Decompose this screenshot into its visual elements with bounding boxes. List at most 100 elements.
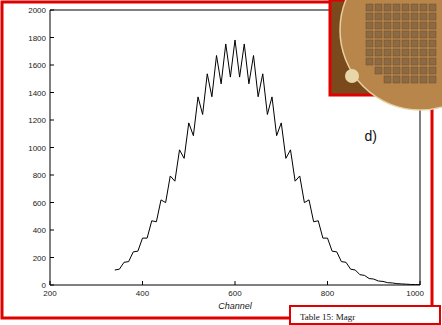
pixel-pad [411, 22, 418, 29]
y-tick-label: 1600 [28, 61, 46, 70]
pixel-pad [411, 4, 418, 11]
y-tick-label: 2000 [28, 6, 46, 15]
y-tick [50, 92, 54, 93]
pixel-pad [384, 22, 391, 29]
pixel-pad [411, 58, 418, 65]
pixel-pad [393, 58, 400, 65]
pixel-pad [375, 13, 382, 20]
pixel-pad [411, 67, 418, 74]
pixel-pad [429, 4, 436, 11]
pixel-pad [402, 49, 409, 56]
x-tick-label: 1000 [406, 289, 424, 298]
pixel-pad [402, 40, 409, 47]
pixel-pad [411, 49, 418, 56]
pixel-pad [366, 22, 373, 29]
x-tick-label: 400 [136, 289, 150, 298]
pixel-pad [366, 40, 373, 47]
pixel-pad [429, 22, 436, 29]
y-tick [50, 10, 54, 11]
y-tick-label: 1200 [28, 116, 46, 125]
pixel-pad [420, 13, 427, 20]
pixel-pad [420, 67, 427, 74]
pixel-pad [384, 40, 391, 47]
pixel-pad [375, 49, 382, 56]
y-tick-label: 1000 [28, 144, 46, 153]
y-tick-label: 400 [33, 226, 47, 235]
pixel-pad [375, 4, 382, 11]
pixel-pad [375, 40, 382, 47]
x-tick-label: 600 [228, 289, 242, 298]
reference-pad [345, 69, 359, 83]
panel-frame [2, 2, 432, 318]
pixel-pad [429, 76, 436, 83]
pixel-pad [429, 67, 436, 74]
pixel-pad [411, 76, 418, 83]
pixel-pad [393, 22, 400, 29]
pixel-pad [393, 67, 400, 74]
pixel-pad [393, 76, 400, 83]
y-tick [50, 230, 54, 231]
y-tick [50, 65, 54, 66]
x-tick [142, 281, 143, 285]
pixel-pad [420, 31, 427, 38]
pixel-pad [420, 22, 427, 29]
x-tick [235, 281, 236, 285]
pixel-pad [384, 49, 391, 56]
pixel-pad [402, 76, 409, 83]
pixel-pad [411, 13, 418, 20]
pixel-pad [384, 4, 391, 11]
pixel-pad [411, 31, 418, 38]
pixel-pad [375, 31, 382, 38]
pixel-pad [402, 4, 409, 11]
pixel-pad [366, 4, 373, 11]
y-tick-label: 1400 [28, 89, 46, 98]
pixel-pad [420, 58, 427, 65]
pixel-pad [393, 31, 400, 38]
pixel-pad [384, 76, 391, 83]
pixel-pad [429, 49, 436, 56]
pixel-pad [429, 13, 436, 20]
pixel-pad [366, 13, 373, 20]
pixel-pad [420, 49, 427, 56]
y-tick [50, 257, 54, 258]
pixel-pad [393, 40, 400, 47]
x-tick-label: 200 [43, 289, 57, 298]
detector-disk [340, 0, 442, 110]
pixel-pad [375, 58, 382, 65]
pixel-pad [366, 31, 373, 38]
caption: Table 15: Magr [300, 312, 355, 322]
pixel-pad [402, 13, 409, 20]
pixel-pad [393, 4, 400, 11]
x-tick [50, 281, 51, 285]
x-tick-label: 800 [321, 289, 335, 298]
pixel-pad [420, 40, 427, 47]
y-tick-label: 200 [33, 254, 47, 263]
y-tick-label: 1800 [28, 34, 46, 43]
pixel-pad [393, 49, 400, 56]
pixel-pad [420, 4, 427, 11]
pixel-pad [393, 13, 400, 20]
pixel-pad [384, 31, 391, 38]
y-tick [50, 175, 54, 176]
pixel-pad [429, 40, 436, 47]
x-tick [327, 281, 328, 285]
pixel-pad [402, 31, 409, 38]
pixel-pad [411, 40, 418, 47]
y-tick [50, 202, 54, 203]
y-tick-label: 600 [33, 199, 47, 208]
y-tick [50, 147, 54, 148]
pixel-pad [375, 22, 382, 29]
background [0, 0, 442, 325]
caption-box [290, 306, 440, 324]
figure: 0200400600800100012001400160018002000200… [0, 0, 442, 325]
pixel-pad [420, 76, 427, 83]
pixel-pad [384, 58, 391, 65]
y-tick [50, 285, 54, 286]
pixel-pad [429, 31, 436, 38]
pixel-pad [429, 58, 436, 65]
pixel-pad [402, 67, 409, 74]
y-tick [50, 37, 54, 38]
pixel-pad [384, 13, 391, 20]
y-tick-label: 800 [33, 171, 47, 180]
x-axis-title: Channel [218, 301, 253, 311]
